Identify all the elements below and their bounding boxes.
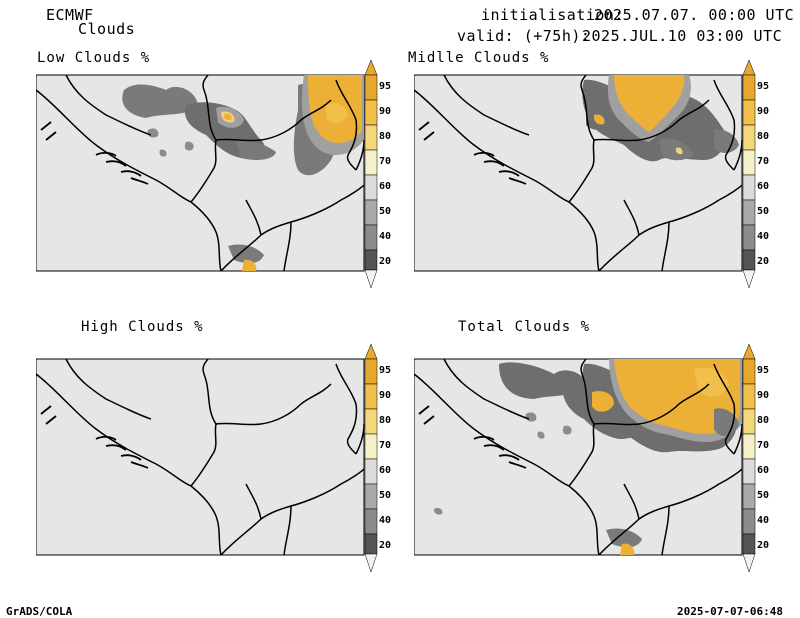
cloud-field-low [122,75,364,271]
country-borders-total [414,358,743,556]
colorbar-tick-label: 50 [379,206,392,217]
colorbar-tick-label: 90 [757,106,770,117]
colorbar-tick-label: 70 [757,440,770,451]
colorbar-tick-label: 20 [379,540,392,551]
colorbar-tick-label: 40 [757,231,770,242]
map-panel-middle [414,60,756,289]
islands-low [40,121,149,185]
valid-value: 2025.JUL.10 03:00 UTC [582,27,783,45]
init-label: initialisation: [481,6,624,24]
country-borders-low [36,74,365,272]
colorbar-tick-label: 95 [757,81,770,92]
colorbar-tick-label: 80 [757,415,770,426]
valid-label: valid: (+75h): [457,27,591,45]
colorbar-tick-label: 50 [757,206,770,217]
map-panel-total [414,344,756,573]
colorbar-tick-label: 40 [379,231,392,242]
islands-total [418,405,527,469]
colorbar-tick-label: 20 [379,256,392,267]
colorbar-tick-label: 50 [379,490,392,501]
colorbar-tick-label: 95 [379,81,392,92]
colorbar-tick-label: 95 [757,365,770,376]
colorbar-tick-label: 60 [379,181,392,192]
init-value: 2025.07.07. 00:00 UTC [594,6,795,24]
panel-title-total: Total Clouds % [458,319,591,335]
model-name: ECMWF [46,6,94,24]
colorbar-low [364,60,378,289]
country-borders-high [36,358,365,556]
colorbar-total [742,344,756,573]
colorbar-middle [742,60,756,289]
footer-timestamp: 2025-07-07-06:48 [677,605,783,618]
footer-software: GrADS/COLA [6,605,73,618]
colorbar-tick-label: 20 [757,540,770,551]
colorbar-tick-label: 90 [757,390,770,401]
colorbar-tick-label: 90 [379,106,392,117]
colorbar-tick-label: 80 [379,131,392,142]
country-borders-middle [414,74,743,272]
colorbar-tick-label: 20 [757,256,770,267]
parameter-name: Clouds [78,20,136,38]
islands-high [40,405,149,469]
panel-title-low: Low Clouds % [37,50,151,66]
panel-title-high: High Clouds % [81,319,204,335]
colorbar-tick-label: 80 [757,131,770,142]
colorbar-tick-label: 90 [379,390,392,401]
panel-title-middle: Midlle Clouds % [408,50,550,66]
colorbar-tick-label: 95 [379,365,392,376]
colorbar-high [364,344,378,573]
colorbar-tick-label: 40 [757,515,770,526]
colorbar-tick-label: 50 [757,490,770,501]
cloud-field-middle [582,75,739,162]
colorbar-tick-label: 70 [379,156,392,167]
colorbar-tick-label: 70 [379,440,392,451]
colorbar-tick-label: 60 [379,465,392,476]
colorbar-tick-label: 80 [379,415,392,426]
colorbar-tick-label: 70 [757,156,770,167]
map-panel-low [36,60,378,289]
colorbar-tick-label: 60 [757,465,770,476]
colorbar-tick-label: 60 [757,181,770,192]
colorbar-tick-label: 40 [379,515,392,526]
cloud-field-total [433,359,742,555]
islands-middle [418,121,527,185]
map-panel-high [36,344,378,573]
